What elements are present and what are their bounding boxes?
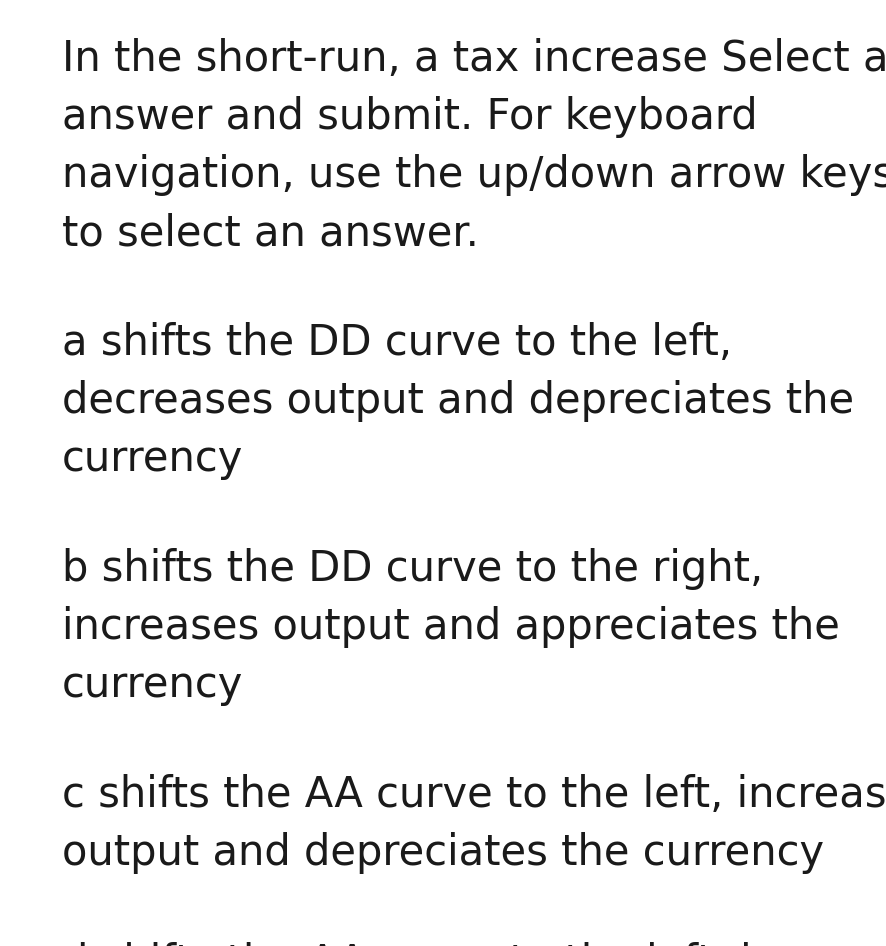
Text: currency: currency (62, 438, 244, 480)
Text: a shifts the DD curve to the left,: a shifts the DD curve to the left, (62, 322, 732, 364)
Text: In the short-run, a tax increase Select an: In the short-run, a tax increase Select … (62, 38, 886, 80)
Text: to select an answer.: to select an answer. (62, 212, 478, 254)
Text: navigation, use the up/down arrow keys: navigation, use the up/down arrow keys (62, 154, 886, 196)
Text: answer and submit. For keyboard: answer and submit. For keyboard (62, 96, 758, 138)
Text: currency: currency (62, 664, 244, 706)
Text: d shifts the AA curve to the left, increases: d shifts the AA curve to the left, incre… (62, 942, 886, 946)
Text: increases output and appreciates the: increases output and appreciates the (62, 606, 840, 648)
Text: b shifts the DD curve to the right,: b shifts the DD curve to the right, (62, 548, 763, 590)
Text: decreases output and depreciates the: decreases output and depreciates the (62, 380, 854, 422)
Text: output and depreciates the currency: output and depreciates the currency (62, 832, 824, 874)
Text: c shifts the AA curve to the left, increases: c shifts the AA curve to the left, incre… (62, 774, 886, 816)
